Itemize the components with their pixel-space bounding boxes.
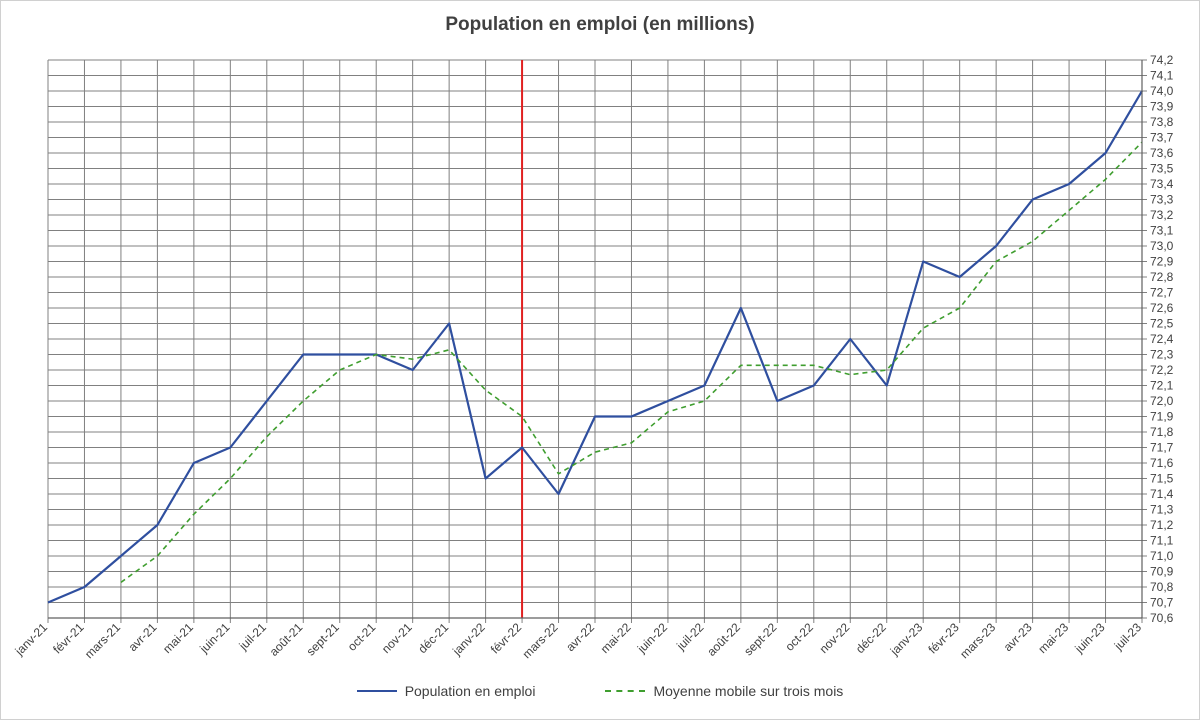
y-tick-label: 73,0 <box>1150 239 1174 253</box>
y-tick-label: 73,2 <box>1150 208 1174 222</box>
y-tick-label: 73,5 <box>1150 162 1174 176</box>
x-tick-label: janv-23 <box>887 620 926 659</box>
series-lines <box>47 90 1143 604</box>
x-tick-label: nov-21 <box>379 620 415 656</box>
x-tick-label: juin-21 <box>196 620 232 656</box>
y-tick-label: 72,8 <box>1150 270 1174 284</box>
y-tick-label: 70,6 <box>1150 611 1174 625</box>
y-tick-label: 73,3 <box>1150 193 1174 207</box>
legend-label-population: Population en emploi <box>404 683 536 699</box>
series-line-population <box>47 90 1143 604</box>
y-tick-label: 73,9 <box>1150 100 1174 114</box>
y-tick-label: 72,2 <box>1150 363 1174 377</box>
y-tick-label: 71,0 <box>1150 549 1174 563</box>
x-tick-label: déc-21 <box>415 620 451 656</box>
y-tick-label: 72,0 <box>1150 394 1174 408</box>
y-tick-label: 71,5 <box>1150 472 1174 486</box>
x-tick-label: avr-23 <box>1001 620 1035 654</box>
legend-label-moving-average: Moyenne mobile sur trois mois <box>653 683 844 699</box>
y-tick-label: 71,8 <box>1150 425 1174 439</box>
y-tick-label: 72,4 <box>1150 332 1174 346</box>
x-tick-label: juil-22 <box>673 620 706 653</box>
x-tick-label: août-21 <box>267 620 306 659</box>
legend-item-moving-average: Moyenne mobile sur trois mois <box>605 683 843 699</box>
series-line-moving-average <box>120 141 1143 583</box>
y-tick-label: 73,4 <box>1150 177 1174 191</box>
legend-item-population: Population en emploi <box>356 683 536 699</box>
x-tick-label: mai-23 <box>1035 620 1071 656</box>
y-tick-label: 74,2 <box>1150 53 1174 67</box>
y-tick-label: 70,8 <box>1150 580 1174 594</box>
x-tick-label: juil-21 <box>236 620 269 653</box>
y-tick-label: 71,7 <box>1150 441 1174 455</box>
x-tick-label: mai-21 <box>160 620 196 656</box>
y-tick-label: 72,6 <box>1150 301 1174 315</box>
x-tick-label: janv-21 <box>12 620 51 659</box>
y-tick-label: 72,7 <box>1150 286 1174 300</box>
y-tick-label: 72,5 <box>1150 317 1174 331</box>
grid-lines <box>47 59 1143 619</box>
y-tick-label: 70,9 <box>1150 565 1174 579</box>
x-tick-label: mai-22 <box>598 620 634 656</box>
y-tick-label: 71,3 <box>1150 503 1174 517</box>
x-tick-label: juin-23 <box>1072 620 1108 656</box>
legend: Population en emploi Moyenne mobile sur … <box>0 683 1200 699</box>
legend-swatch-solid <box>356 690 397 692</box>
y-tick-label: 74,1 <box>1150 69 1174 83</box>
x-tick-label: janv-22 <box>449 620 488 659</box>
y-tick-label: 71,4 <box>1150 487 1174 501</box>
y-tick-labels: 70,670,7 70,870,9 71,071,1 71,271,3 71,471,5… <box>1150 53 1174 625</box>
x-tick-label: juin-22 <box>634 620 670 656</box>
y-tick-label: 70,7 <box>1150 596 1174 610</box>
y-tick-label: 71,1 <box>1150 534 1174 548</box>
y-tick-label: 73,7 <box>1150 131 1174 145</box>
y-tick-label: 73,8 <box>1150 115 1174 129</box>
x-tick-label: sept-21 <box>304 620 342 658</box>
y-tick-label: 71,2 <box>1150 518 1174 532</box>
y-tick-label: 71,9 <box>1150 410 1174 424</box>
legend-swatch-dashed <box>605 690 646 692</box>
x-tick-label: juil-23 <box>1111 620 1144 653</box>
y-tick-label: 71,6 <box>1150 456 1174 470</box>
x-tick-label: mars-23 <box>957 620 998 661</box>
x-tick-label: nov-22 <box>817 620 853 656</box>
y-tick-label: 73,6 <box>1150 146 1174 160</box>
y-tick-label: 74,0 <box>1150 84 1174 98</box>
chart-title: Population en emploi (en millions) <box>445 14 755 35</box>
x-tick-label: avr-21 <box>126 620 160 654</box>
axes <box>47 59 1147 623</box>
y-tick-label: 73,1 <box>1150 224 1174 238</box>
x-tick-label: oct-21 <box>345 620 379 654</box>
x-tick-label: mars-22 <box>520 620 561 661</box>
x-tick-label: mars-21 <box>82 620 123 661</box>
x-tick-label: oct-22 <box>782 620 816 654</box>
x-tick-label: avr-22 <box>563 620 597 654</box>
x-tick-label: août-22 <box>704 620 743 659</box>
y-tick-label: 72,9 <box>1150 255 1174 269</box>
y-tick-label: 72,3 <box>1150 348 1174 362</box>
x-tick-label: sept-22 <box>741 620 779 658</box>
x-tick-label: déc-22 <box>853 620 889 656</box>
y-tick-label: 72,1 <box>1150 379 1174 393</box>
